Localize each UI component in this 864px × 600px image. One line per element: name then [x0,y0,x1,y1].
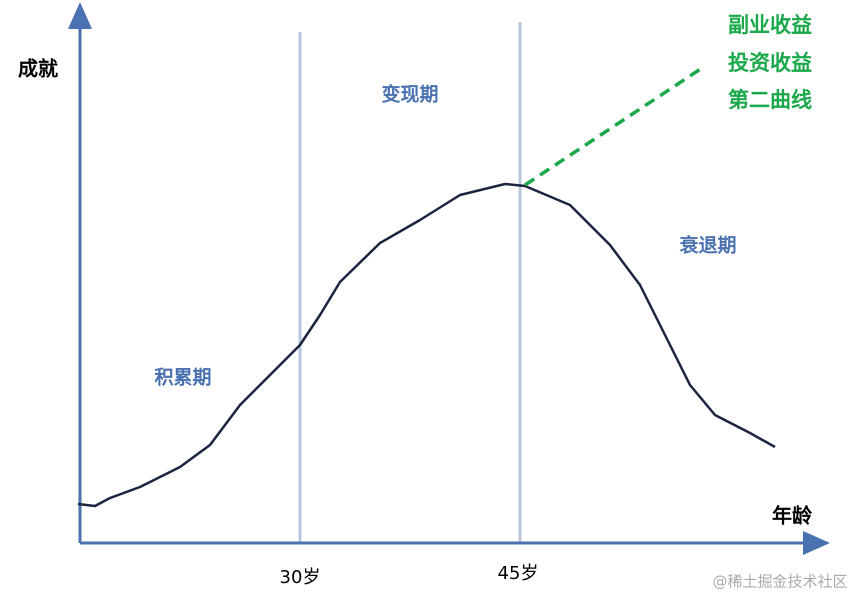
phase-label: 变现期 [381,83,438,106]
phase-label: 衰退期 [678,234,736,257]
phase-label: 积累期 [154,367,211,389]
age-marker: 45岁 [498,563,539,584]
second-curve-line [524,66,703,187]
second-curve-label: 第二曲线 [728,88,812,112]
y-axis-label: 成就 [18,57,58,81]
x-axis-label: 年龄 [772,504,813,528]
second-curve-label: 投资收益 [728,51,812,75]
age-marker: 30岁 [280,567,321,588]
watermark: @稀土掘金技术社区 [712,573,847,591]
life-curve [77,182,776,508]
second-curve-label: 副业收益 [728,13,812,37]
